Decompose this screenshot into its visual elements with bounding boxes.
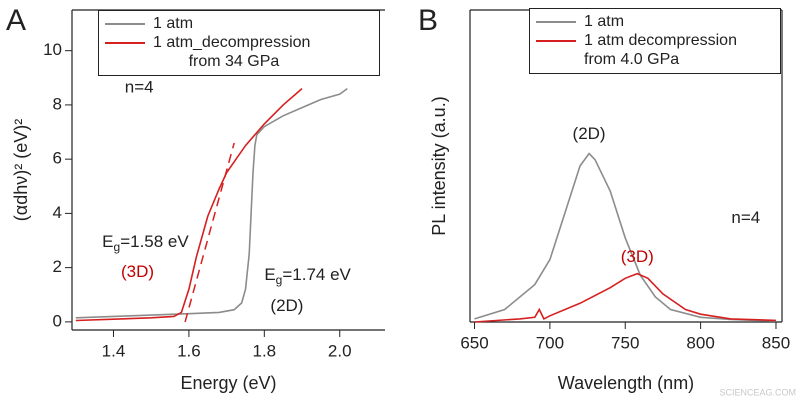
legend-entry: 1 atm bbox=[530, 12, 780, 31]
annotation-text: n=4 bbox=[731, 209, 760, 228]
y-axis-label: (αdhν)² (eV)² bbox=[11, 119, 31, 221]
data-line bbox=[75, 87, 303, 322]
legend-label: 1 atm bbox=[153, 15, 194, 32]
legend-swatch bbox=[536, 40, 576, 42]
legend: 1 atm 1 atm decompression from 4.0 GPa bbox=[529, 8, 781, 74]
annotation: n=4 bbox=[125, 78, 154, 97]
y-tick-label: 6 bbox=[53, 149, 62, 168]
data-line bbox=[474, 272, 777, 323]
x-tick-label: 1.6 bbox=[177, 341, 201, 360]
annotation-text: (2D) bbox=[573, 124, 606, 143]
annotation-text: (2D) bbox=[270, 296, 303, 315]
annotation-text: (3D) bbox=[121, 263, 154, 282]
x-tick-label: 650 bbox=[460, 333, 488, 352]
y-axis-label: PL intensity (a.u.) bbox=[429, 96, 449, 235]
legend-entry: 1 atm bbox=[99, 14, 379, 33]
annotation: (3D) bbox=[121, 263, 154, 282]
watermark: SCIENCEAG.COM bbox=[719, 387, 796, 397]
annotation: n=4 bbox=[731, 209, 760, 228]
x-tick-label: 700 bbox=[536, 333, 564, 352]
legend-label: 1 atm_decompression from 34 GPa bbox=[153, 34, 311, 70]
annotation-text: n=4 bbox=[125, 78, 154, 97]
annotation: (2D) bbox=[573, 124, 606, 143]
data-line bbox=[474, 152, 777, 322]
legend-entry: 1 atm decompression from 4.0 GPa bbox=[530, 31, 780, 69]
panel-letter: B bbox=[418, 4, 438, 37]
annotation: Eg=1.74 eV bbox=[264, 265, 351, 287]
annotation-text: (3D) bbox=[621, 248, 654, 267]
legend-swatch bbox=[105, 23, 145, 25]
annotation-text: E bbox=[264, 265, 275, 284]
legend-label: 1 atm bbox=[584, 13, 625, 30]
annotation-sub: g bbox=[114, 240, 121, 254]
x-tick-label: 850 bbox=[762, 333, 790, 352]
panel-letter: A bbox=[6, 4, 26, 37]
y-tick-label: 0 bbox=[53, 311, 62, 330]
y-tick-label: 2 bbox=[53, 257, 62, 276]
legend-label: 1 atm decompression from 4.0 GPa bbox=[584, 32, 737, 68]
annotation-text: =1.74 eV bbox=[282, 265, 351, 284]
tangent-line bbox=[184, 142, 235, 323]
x-tick-label: 2.0 bbox=[328, 341, 352, 360]
annotation: (3D) bbox=[621, 248, 654, 267]
annotation-text: =1.58 eV bbox=[120, 233, 189, 252]
x-tick-label: 1.4 bbox=[102, 341, 126, 360]
annotation-sub: g bbox=[276, 273, 283, 287]
x-tick-label: 1.8 bbox=[253, 341, 277, 360]
data-line bbox=[75, 87, 348, 319]
legend-swatch bbox=[536, 21, 576, 23]
x-tick-label: 750 bbox=[611, 333, 639, 352]
annotation: Eg=1.58 eV bbox=[102, 233, 189, 255]
legend-swatch bbox=[105, 42, 145, 44]
x-tick-label: 800 bbox=[686, 333, 714, 352]
x-axis-label: Wavelength (nm) bbox=[558, 373, 694, 393]
annotation-text: E bbox=[102, 233, 113, 252]
y-tick-label: 10 bbox=[43, 40, 62, 59]
legend: 1 atm 1 atm_decompression from 34 GPa bbox=[98, 10, 380, 76]
y-tick-label: 8 bbox=[53, 94, 62, 113]
annotation: (2D) bbox=[270, 296, 303, 315]
legend-entry: 1 atm_decompression from 34 GPa bbox=[99, 33, 379, 71]
x-axis-label: Energy (eV) bbox=[180, 373, 276, 393]
y-tick-label: 4 bbox=[53, 203, 62, 222]
